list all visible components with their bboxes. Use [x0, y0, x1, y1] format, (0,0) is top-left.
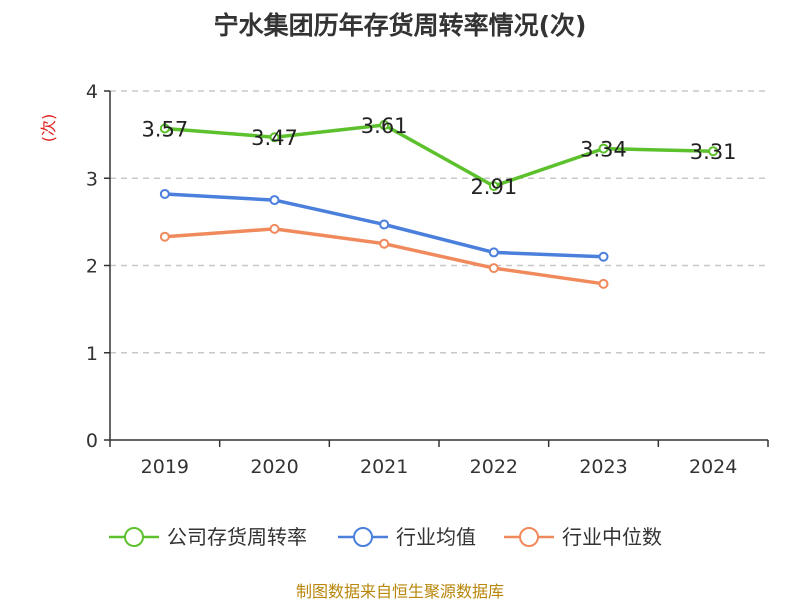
y-tick-label: 2	[86, 256, 98, 278]
data-point[interactable]	[159, 231, 170, 242]
data-point[interactable]	[159, 188, 170, 199]
legend-swatch-marker	[519, 527, 539, 547]
y-tick-label: 4	[86, 81, 98, 103]
data-point[interactable]	[488, 263, 499, 274]
legend-item-1[interactable]: 行业均值	[338, 525, 476, 549]
data-point[interactable]	[159, 123, 170, 134]
series-layer	[159, 120, 719, 289]
data-label: 2.91	[470, 175, 517, 199]
data-point[interactable]	[379, 219, 390, 230]
y-tick-label: 3	[86, 168, 98, 190]
y-tick-label: 0	[86, 430, 98, 452]
x-tick-label: 2024	[689, 456, 737, 478]
data-point[interactable]	[269, 132, 280, 143]
legend-item-2[interactable]: 行业中位数	[504, 525, 662, 549]
data-label: 3.34	[580, 138, 627, 162]
x-tick-label: 2021	[360, 456, 408, 478]
data-label: 3.61	[361, 114, 408, 138]
legend-label: 行业中位数	[562, 525, 662, 549]
data-point[interactable]	[379, 238, 390, 249]
data-point[interactable]	[708, 146, 719, 157]
data-point[interactable]	[269, 223, 280, 234]
legend-swatch-marker	[124, 527, 144, 547]
source-note: 制图数据来自恒生聚源数据库	[295, 582, 504, 601]
axis-layer: 0 1 2 3 4 2019 2020 2021 2022 2023 2024	[86, 81, 769, 478]
series-line-2	[164, 227, 604, 286]
x-tick-label: 2020	[250, 456, 298, 478]
data-point[interactable]	[269, 195, 280, 206]
y-axis-title: (次)	[39, 114, 58, 143]
data-point[interactable]	[379, 120, 390, 131]
legend-item-0[interactable]: 公司存货周转率	[109, 525, 307, 549]
chart-title: 宁水集团历年存货周转率情况(次)	[213, 11, 587, 40]
data-point[interactable]	[598, 143, 609, 154]
data-point[interactable]	[598, 278, 609, 289]
data-point[interactable]	[598, 251, 609, 262]
data-point[interactable]	[488, 181, 499, 192]
x-tick-label: 2022	[470, 456, 518, 478]
label-layer: 3.57 3.47 3.61 2.91 3.34 3.31	[141, 114, 736, 199]
data-label: 3.31	[690, 140, 737, 164]
series-line-0	[164, 123, 714, 188]
y-tick-label: 1	[86, 343, 98, 365]
legend-label: 公司存货周转率	[167, 525, 307, 549]
data-label: 3.57	[141, 118, 188, 142]
x-tick-label: 2019	[141, 456, 189, 478]
x-tick-label: 2023	[579, 456, 627, 478]
legend[interactable]: 公司存货周转率 行业均值 行业中位数	[109, 525, 662, 549]
data-point[interactable]	[488, 247, 499, 258]
data-label: 3.47	[251, 126, 298, 150]
legend-swatch-marker	[353, 527, 373, 547]
legend-label: 行业均值	[396, 525, 476, 549]
